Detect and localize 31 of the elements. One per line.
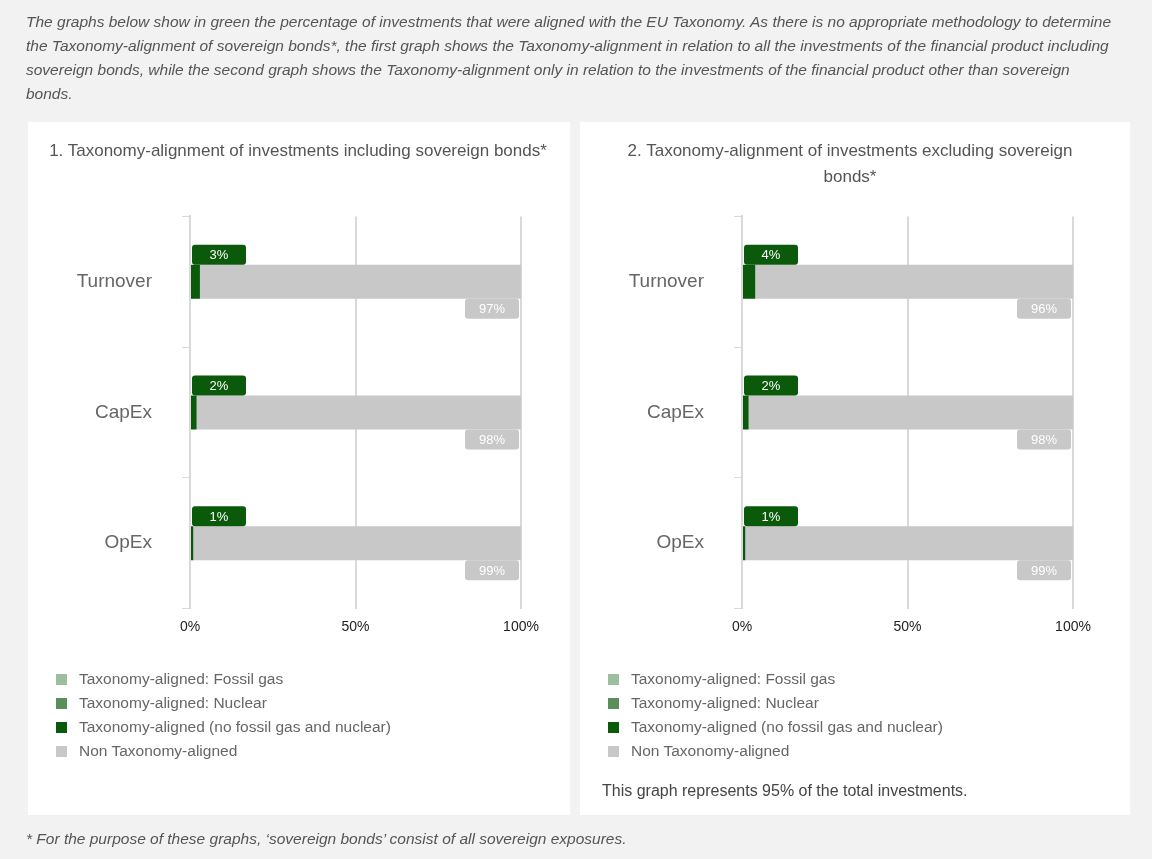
data-label: 3%: [209, 247, 229, 263]
y-tick-label: Turnover: [628, 270, 705, 291]
data-label: 2%: [209, 378, 229, 394]
legend-label: Taxonomy-aligned: Nuclear: [79, 693, 267, 713]
x-tick-label: 50%: [341, 617, 370, 634]
x-tick-label: 100%: [1055, 617, 1091, 634]
text: The graphs below show in green the percentage of investments that were aligned with the EU Taxonomy. As there is no appropriate methodology to determine the Taxonomy-alignment of sovereign bonds*, the first graph shows the Taxonomy-alignment in relation to all the investments of the financial product including sovereign bonds, while the second graph shows the Taxonomy-alignment only in relation to the investments of the financial product other than sovereign bonds.: [26, 12, 1113, 104]
data-label: 1%: [209, 508, 229, 524]
data-label: 4%: [761, 247, 781, 263]
legend-label: Taxonomy-aligned (no fossil gas and nuclear): [631, 717, 943, 737]
legend-label: Non Taxonomy-aligned: [79, 741, 238, 761]
legend-label: Taxonomy-aligned (no fossil gas and nuclear): [79, 717, 391, 737]
y-tick-label: CapEx: [646, 400, 705, 422]
chart-title: 1. Taxonomy-alignment of investments including sovereign bonds*: [48, 140, 548, 162]
x-tick-label: 100%: [503, 617, 539, 634]
data-label: 1%: [761, 508, 781, 524]
y-tick-label: CapEx: [94, 400, 153, 422]
x-tick-label: 0%: [179, 617, 201, 634]
legend-label: Taxonomy-aligned: Fossil gas: [79, 669, 284, 689]
text: * For the purpose of these graphs, ‘sovereign bonds’ consist of all sovereign exposures.: [26, 830, 627, 848]
data-label: 2%: [761, 378, 781, 394]
x-tick-label: 50%: [893, 617, 922, 634]
y-tick-label: Turnover: [76, 270, 153, 291]
legend-label: Taxonomy-aligned: Fossil gas: [631, 669, 836, 689]
y-tick-label: OpEx: [104, 531, 153, 553]
legend-label: Non Taxonomy-aligned: [631, 741, 790, 761]
y-tick-label: OpEx: [656, 531, 705, 553]
chart-title: 2. Taxonomy-alignment of investments excluding sovereign bonds*: [626, 140, 1074, 188]
x-tick-label: 0%: [731, 617, 753, 634]
legend-label: Taxonomy-aligned: Nuclear: [631, 693, 819, 713]
text: This graph represents 95% of the total investments.: [602, 782, 968, 800]
